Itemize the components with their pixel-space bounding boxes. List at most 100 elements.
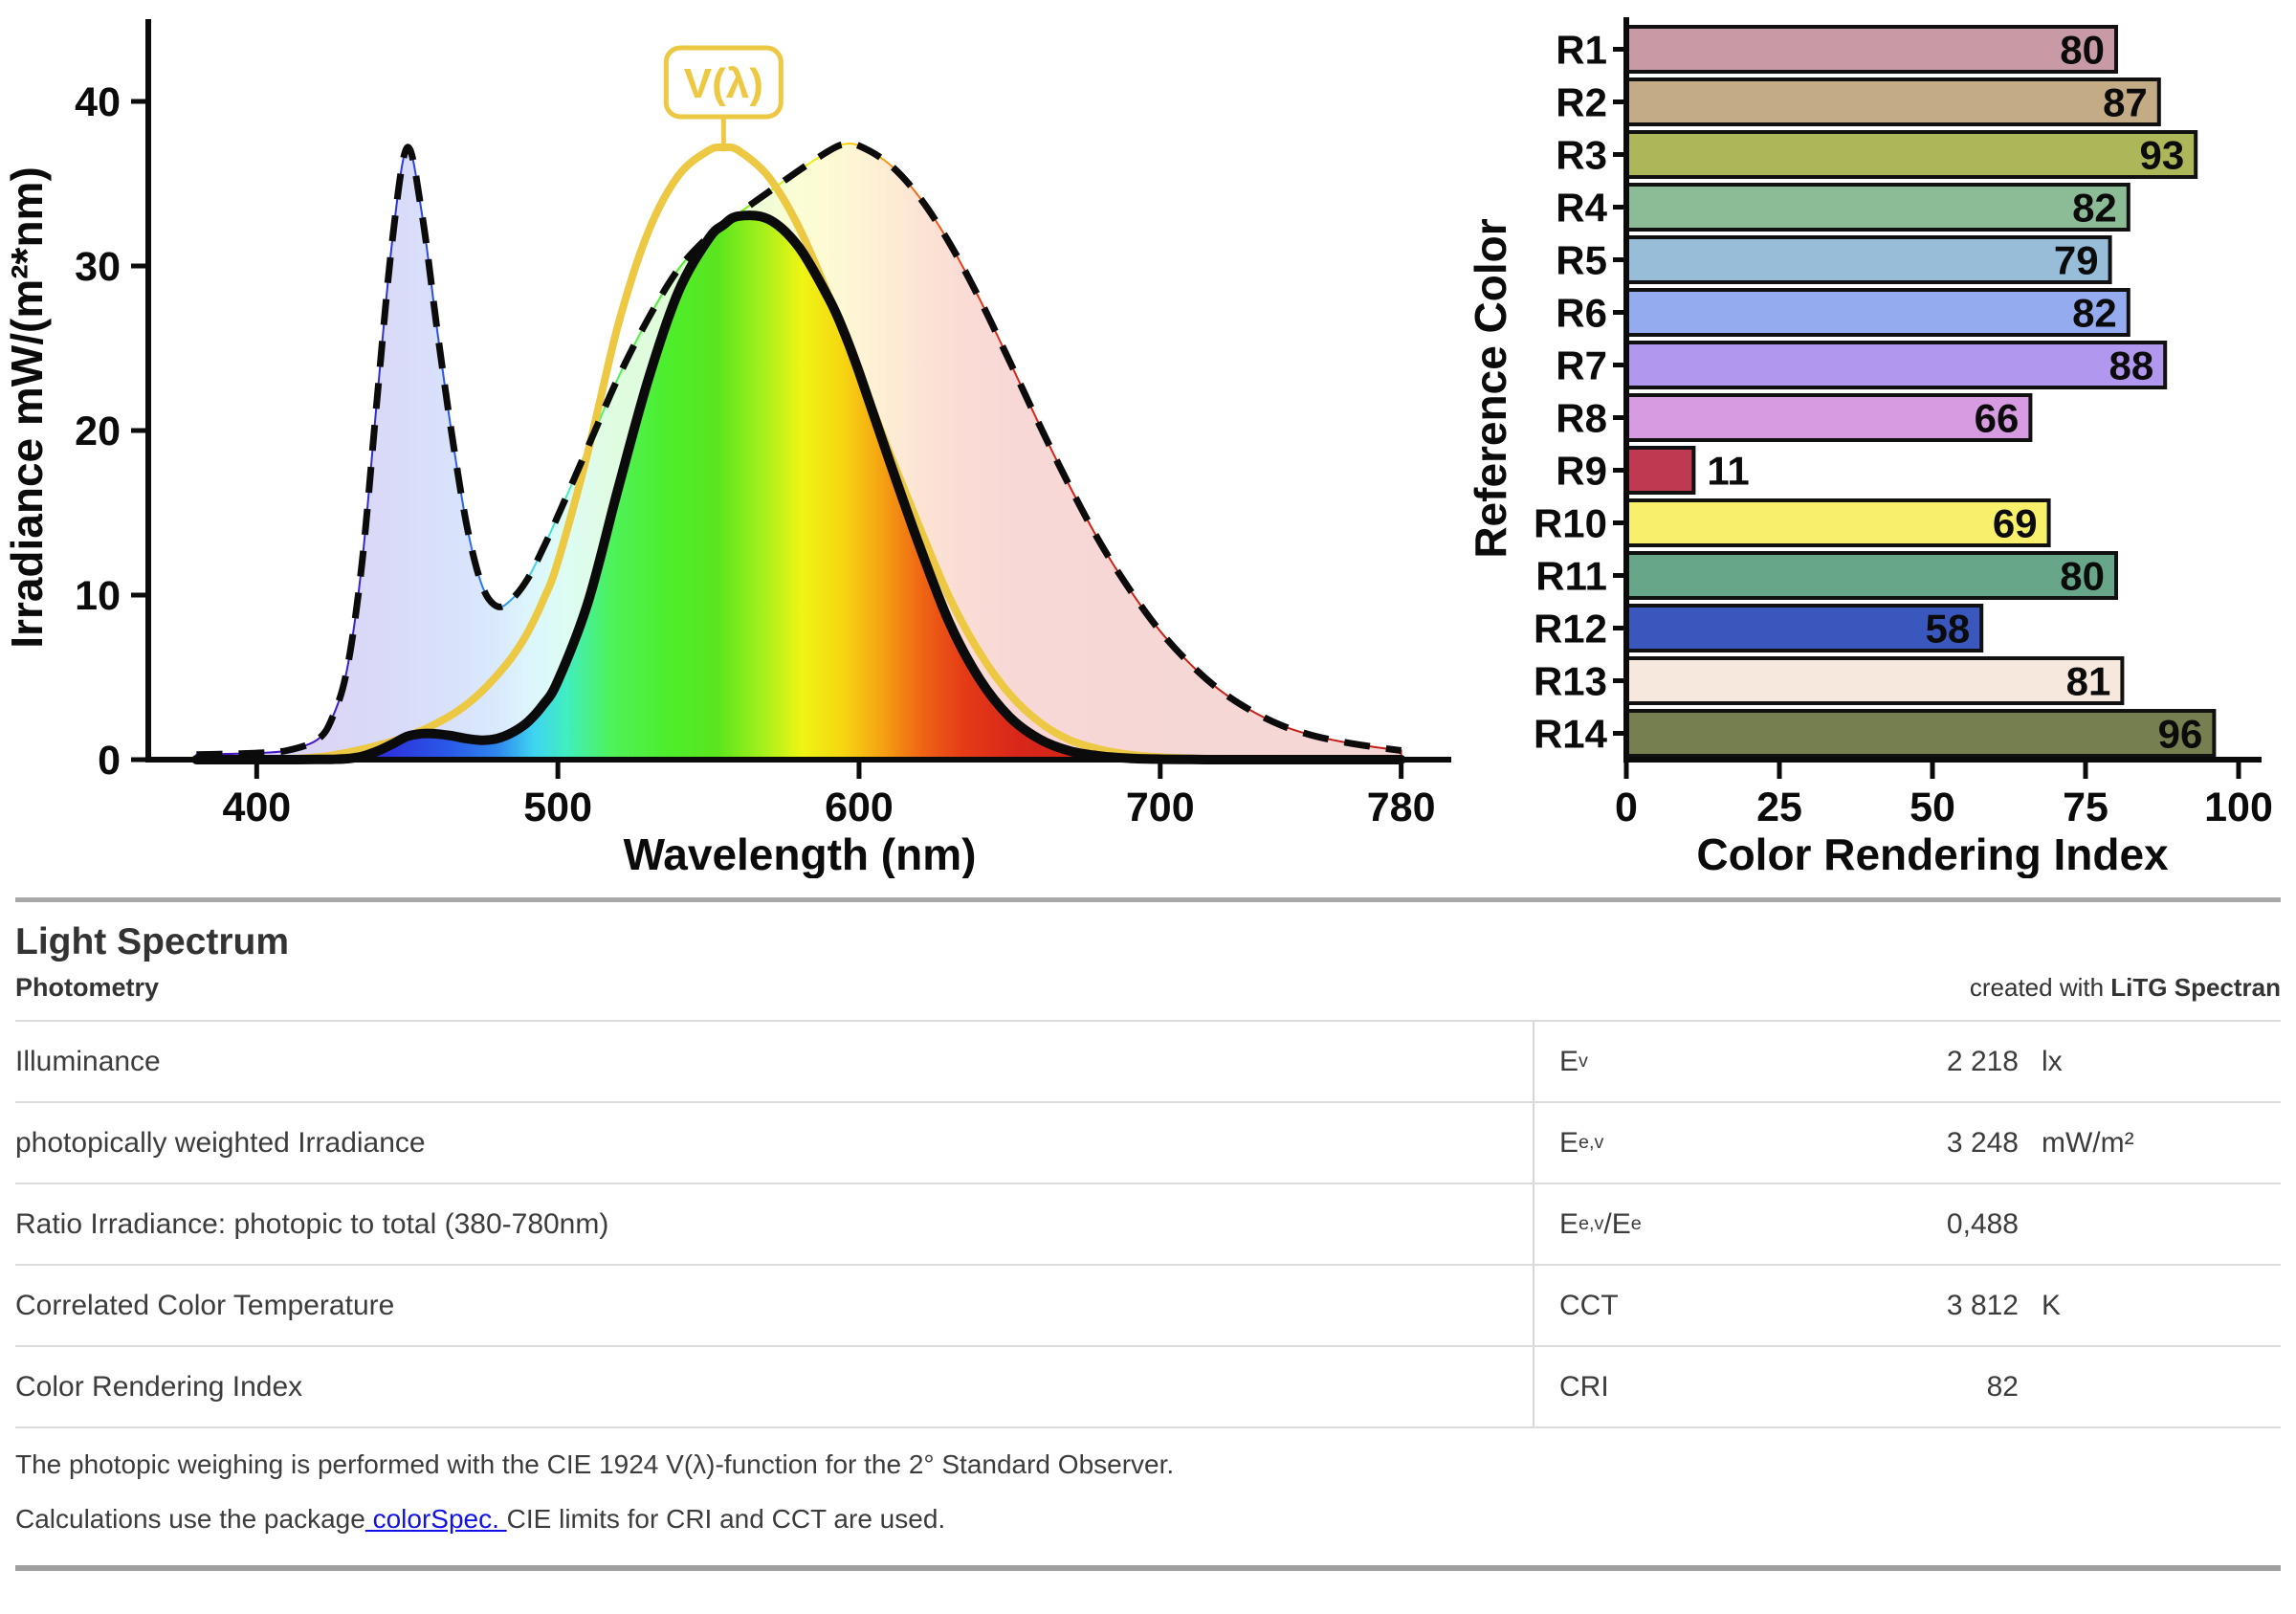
row-symbol: CCT <box>1533 1266 1827 1345</box>
cri-bar-R5 <box>1624 235 2112 284</box>
y-tick-label-R11: R11 <box>1535 554 1607 599</box>
y-tick-label-R2: R2 <box>1556 80 1607 125</box>
weighted-irradiance-area <box>196 215 1402 761</box>
cri-bar-R1 <box>1624 25 2118 74</box>
cri-bar-R6 <box>1624 288 2130 337</box>
row-unit: K <box>2042 1289 2062 1321</box>
cri-bar-R11 <box>1624 551 2118 600</box>
cri-bar-R7 <box>1624 341 2168 389</box>
row-unit: lx <box>2042 1045 2063 1077</box>
v-lambda-label-box <box>663 45 784 120</box>
row-label: Color Rendering Index <box>15 1370 303 1403</box>
cri-bar-R3 <box>1624 130 2198 179</box>
x-tick-label: 500 <box>523 785 592 830</box>
cri-bar-value-R3: 93 <box>2139 133 2184 178</box>
colorspec-link[interactable]: colorSpec. <box>364 1503 507 1534</box>
cri-bar-value-R11: 80 <box>2060 554 2105 599</box>
y-tick-label-R8: R8 <box>1556 396 1607 441</box>
y-tick-label-R1: R1 <box>1556 28 1607 73</box>
spectrum-chart-svg: 400 500 600 700 780 0 10 20 30 40 Wavelength (nm) I… <box>2 19 1451 878</box>
cri-bar-value-R6: 82 <box>2072 291 2117 336</box>
y-tick-label-R3: R3 <box>1556 133 1607 178</box>
table-row-ratio: Ratio Irradiance: photopic to total (380… <box>15 1183 2281 1264</box>
bottom-divider <box>15 1565 2281 1572</box>
x-tick-label: 0 <box>1615 785 1638 830</box>
cri-bar-value-R13: 81 <box>2066 659 2111 704</box>
table-row-cri: Color Rendering Index CRI 82 <box>15 1345 2281 1426</box>
light-spectrum-report: Light Spectrum Photometry created with L… <box>0 897 2296 1572</box>
table-row-cct: Correlated Color Temperature CCT 3 812 K <box>15 1264 2281 1345</box>
spectrum-irradiance-chart: 400 500 600 700 780 0 10 20 30 40 Wavelength (nm) I… <box>0 6 1464 878</box>
cri-bar-R13 <box>1624 656 2125 705</box>
row-value: 3 812 <box>1946 1289 2019 1321</box>
y-tick-label-R13: R13 <box>1534 659 1607 704</box>
y-tick-label: 40 <box>75 79 121 125</box>
cri-bar-value-R10: 69 <box>1993 501 2038 546</box>
row-unit: mW/m² <box>2042 1126 2134 1159</box>
x-tick-label: 700 <box>1126 785 1195 830</box>
cri-bar-R12 <box>1624 604 1984 652</box>
y-axis-title: Reference Color <box>1466 218 1515 558</box>
cri-bar-value-R7: 88 <box>2108 343 2153 388</box>
cri-bar-value-R5: 79 <box>2054 238 2099 283</box>
footnote-package-after: CIE limits for CRI and CCT are used. <box>506 1503 946 1534</box>
credit: created with LiTG Spectran <box>1970 973 2281 1003</box>
x-tick-label: 50 <box>1910 785 1955 830</box>
y-axis-title: Irradiance mW/(m²*nm) <box>2 166 52 649</box>
cri-bar-R10 <box>1624 498 2051 547</box>
cri-bar-R14 <box>1624 709 2217 758</box>
cri-bar-value-R2: 87 <box>2103 80 2148 125</box>
y-tick-label-R14: R14 <box>1534 712 1608 757</box>
row-label: Correlated Color Temperature <box>15 1289 395 1321</box>
row-value: 3 248 <box>1946 1126 2019 1159</box>
cri-chart-svg: 80 R1 87 R2 93 R3 82 R4 79 R5 82 R6 88 R7 66 R8 11 R9 69 R1… <box>1466 17 2273 878</box>
footnote-package-before: Calculations use the package <box>15 1503 365 1534</box>
cri-bar-R8 <box>1624 393 2033 442</box>
y-tick-label: 10 <box>75 573 121 619</box>
top-divider <box>15 897 2281 902</box>
credit-app: LiTG Spectran <box>2110 973 2281 1002</box>
cri-bar-value-R12: 58 <box>1925 607 1970 652</box>
y-tick-label-R10: R10 <box>1534 501 1607 546</box>
total-irradiance-curve <box>196 140 1402 759</box>
row-unit <box>2019 1347 2281 1426</box>
y-tick-label-R6: R6 <box>1556 291 1607 336</box>
x-tick-label: 400 <box>222 785 291 830</box>
y-tick-label-R5: R5 <box>1556 238 1607 283</box>
cri-bar-R2 <box>1624 77 2161 126</box>
cri-bar-value-R1: 80 <box>2060 28 2105 73</box>
row-value: 0,488 <box>1946 1207 2019 1240</box>
charts-row: 400 500 600 700 780 0 10 20 30 40 Wavelength (nm) I… <box>0 6 2296 878</box>
row-label: Ratio Irradiance: photopic to total (380… <box>15 1207 609 1240</box>
x-tick-label: 780 <box>1367 785 1436 830</box>
x-axis-title: Color Rendering Index <box>1696 829 2169 878</box>
credit-prefix: created with <box>1969 973 2105 1002</box>
y-tick-label: 0 <box>98 738 121 784</box>
cri-bar-chart: 80 R1 87 R2 93 R3 82 R4 79 R5 82 R6 88 R7 66 R8 11 R9 69 R1… <box>1464 6 2296 878</box>
row-label: photopically weighted Irradiance <box>15 1126 426 1159</box>
x-tick-label: 75 <box>2063 785 2108 830</box>
footnote-package: Calculations use the package colorSpec. … <box>15 1500 2281 1539</box>
x-tick-label: 100 <box>2204 785 2273 830</box>
section-title: Photometry <box>15 973 160 1002</box>
y-tick-label: 20 <box>75 409 121 454</box>
page-title: Light Spectrum <box>15 921 290 962</box>
cri-bar-R4 <box>1624 183 2130 232</box>
cri-bar-value-R9: 11 <box>1707 449 1749 494</box>
row-value: 82 <box>1986 1370 2019 1403</box>
row-symbol: CRI <box>1533 1347 1827 1426</box>
y-tick-label-R4: R4 <box>1556 186 1607 231</box>
x-axis-title: Wavelength (nm) <box>624 829 977 878</box>
row-unit <box>2019 1184 2281 1264</box>
row-value: 2 218 <box>1946 1045 2019 1077</box>
cri-bar-value-R4: 82 <box>2072 186 2117 231</box>
footnotes: The photopic weighing is performed with … <box>15 1428 2281 1565</box>
v-lambda-label: V(λ) <box>684 60 763 107</box>
cri-bar-value-R8: 66 <box>1975 396 2020 441</box>
y-tick-label-R9: R9 <box>1556 449 1607 494</box>
